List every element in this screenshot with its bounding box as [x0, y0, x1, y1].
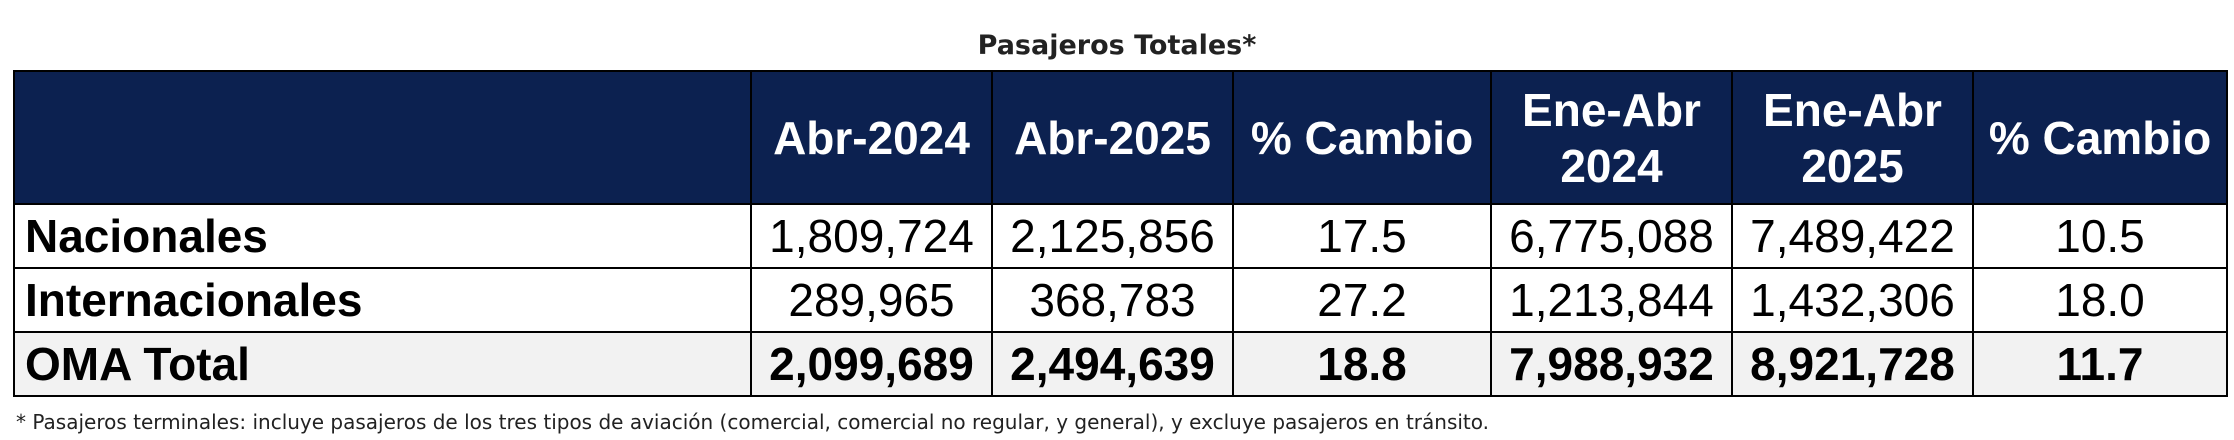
header-cell-empty — [13, 70, 752, 205]
table-cell: 1,213,844 — [1490, 267, 1733, 333]
passengers-table: Abr-2024 Abr-2025 % Cambio Ene-Abr 2024 … — [13, 70, 2228, 397]
header-row: Abr-2024 Abr-2025 % Cambio Ene-Abr 2024 … — [13, 70, 2228, 205]
table-cell: 1,809,724 — [750, 203, 993, 269]
header-monthly-change: % Cambio — [1232, 70, 1492, 205]
header-ene-abr-2025: Ene-Abr 2025 — [1731, 70, 1974, 205]
header-ytd-change: % Cambio — [1972, 70, 2228, 205]
table-cell: 18.8 — [1232, 331, 1492, 397]
table-cell: 368,783 — [991, 267, 1234, 333]
table-cell: 18.0 — [1972, 267, 2228, 333]
table-cell: 7,988,932 — [1490, 331, 1733, 397]
table-cell: 17.5 — [1232, 203, 1492, 269]
table-cell: 10.5 — [1972, 203, 2228, 269]
table-row: Nacionales 1,809,724 2,125,856 17.5 6,77… — [13, 203, 2228, 269]
table-cell: 11.7 — [1972, 331, 2228, 397]
table-cell: 289,965 — [750, 267, 993, 333]
header-ene-abr-2024: Ene-Abr 2024 — [1490, 70, 1733, 205]
footnote: * Pasajeros terminales: incluye pasajero… — [16, 410, 1489, 434]
table-cell: 27.2 — [1232, 267, 1492, 333]
header-abr-2024: Abr-2024 — [750, 70, 993, 205]
row-label: Nacionales — [13, 203, 752, 269]
table-row: Internacionales 289,965 368,783 27.2 1,2… — [13, 267, 2228, 333]
table-cell: 2,494,639 — [991, 331, 1234, 397]
row-label: Internacionales — [13, 267, 752, 333]
table-cell: 8,921,728 — [1731, 331, 1974, 397]
table-cell: 1,432,306 — [1731, 267, 1974, 333]
row-label: OMA Total — [13, 331, 752, 397]
table-cell: 2,125,856 — [991, 203, 1234, 269]
table-cell: 2,099,689 — [750, 331, 993, 397]
header-abr-2025: Abr-2025 — [991, 70, 1234, 205]
total-row: OMA Total 2,099,689 2,494,639 18.8 7,988… — [13, 331, 2228, 397]
table-cell: 6,775,088 — [1490, 203, 1733, 269]
table-title: Pasajeros Totales* — [977, 30, 1257, 61]
table-cell: 7,489,422 — [1731, 203, 1974, 269]
